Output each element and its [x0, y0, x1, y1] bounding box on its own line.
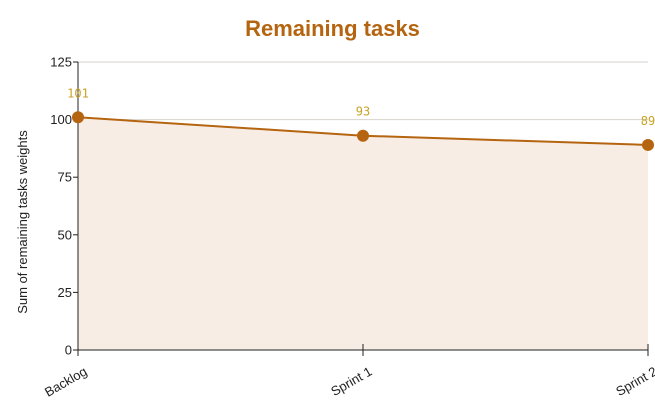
- y-tick-label: 50: [58, 227, 72, 242]
- data-point: [72, 111, 84, 124]
- area-fill: [78, 117, 648, 351]
- y-tick-labels: 0 25 50 75 100 125: [50, 55, 72, 358]
- data-labels: 101 93 89: [67, 86, 655, 128]
- y-tick-label: 100: [50, 112, 72, 127]
- data-points: [72, 111, 654, 151]
- y-axis-title: Sum of remaining tasks weights: [15, 130, 30, 314]
- x-tick-label: Sprint 2: [613, 364, 655, 399]
- data-point: [357, 129, 369, 142]
- chart-title: Remaining tasks: [245, 16, 420, 41]
- y-tick-label: 0: [65, 343, 72, 358]
- x-tick-labels: Backlog Sprint 1 Sprint 2: [42, 364, 655, 400]
- data-label: 101: [67, 86, 89, 100]
- area-fill-layer: [78, 117, 648, 351]
- y-tick-label: 25: [58, 285, 72, 300]
- y-tick-label: 75: [58, 170, 72, 185]
- data-label: 93: [356, 105, 370, 119]
- x-tick-label: Backlog: [42, 364, 90, 400]
- x-tick-label: Sprint 1: [328, 364, 374, 399]
- data-point: [642, 138, 654, 151]
- data-label: 89: [641, 114, 655, 128]
- y-tick-label: 125: [50, 55, 72, 70]
